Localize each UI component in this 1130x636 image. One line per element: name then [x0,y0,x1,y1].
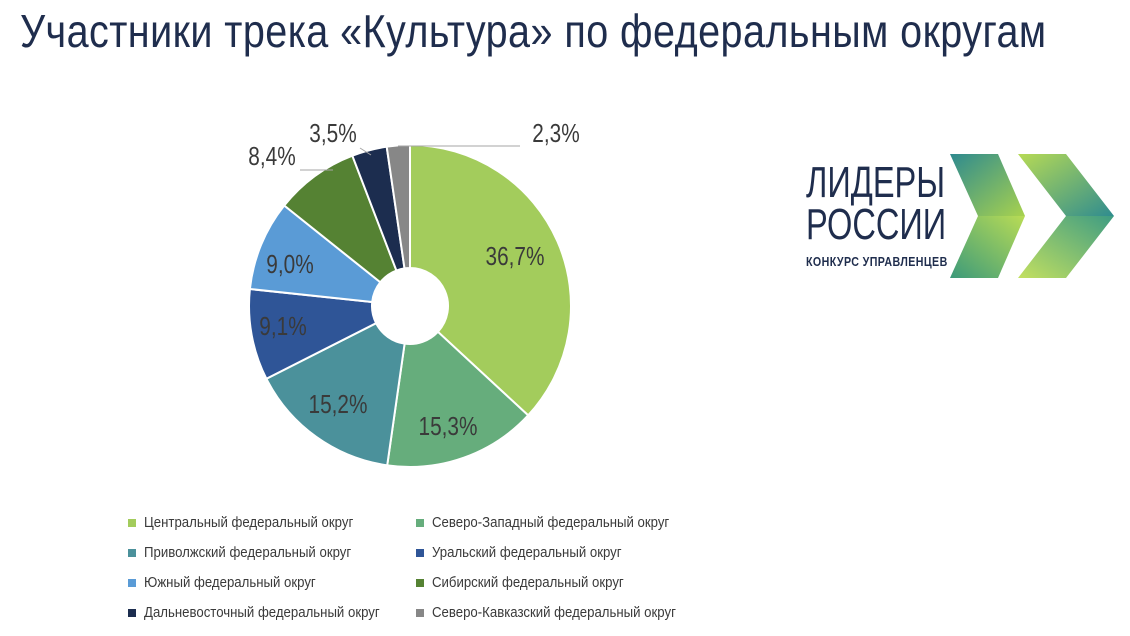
chart-legend: Центральный федеральный округ Северо-Запа… [128,512,716,623]
pie-slice [265,321,406,467]
legend-label: Северо-Кавказский федеральный округ [432,604,676,621]
chevron-logo-icon [950,154,1114,278]
legend-item: Северо-Западный федеральный округ [416,512,716,533]
legend-swatch [416,578,424,587]
lidery-rossii-logo: ЛИДЕРЫ РОССИИ КОНКУРС УПРАВЛЕНЦЕВ [800,150,1120,290]
legend-swatch [416,518,424,527]
legend-swatch [416,548,424,557]
legend-swatch [416,608,424,617]
legend-swatch [128,578,136,587]
slice-value-label: 3,5% [309,119,356,148]
slice-value-label: 2,3% [532,119,579,148]
legend-item: Уральский федеральный округ [416,542,716,563]
legend-swatch [128,518,136,527]
logo-tagline: КОНКУРС УПРАВЛЕНЦЕВ [806,254,948,269]
legend-label: Северо-Западный федеральный округ [432,514,670,531]
leader-line [359,147,372,156]
logo-line-1: ЛИДЕРЫ [806,158,946,207]
pie-slice [282,154,398,284]
slice-value-label: 15,2% [309,390,368,419]
slice-value-label: 9,0% [266,250,313,279]
logo-line-2: РОССИИ [806,200,947,249]
pie-slice [385,143,411,270]
legend-swatch [128,608,136,617]
page-title: Участники трека «Культура» по федеральны… [20,5,1047,57]
legend-label: Уральский федеральный округ [432,544,622,561]
legend-label: Приволжский федеральный округ [144,544,352,561]
legend-item: Северо-Кавказский федеральный округ [416,602,716,623]
legend-label: Дальневосточный федеральный округ [144,604,380,621]
legend-item: Центральный федеральный округ [128,512,416,533]
legend-label: Центральный федеральный округ [144,514,354,531]
legend-item: Южный федеральный округ [128,572,416,593]
slice-value-label: 9,1% [259,312,306,341]
pie-slice [409,143,572,417]
pie-slice [386,330,530,468]
legend-swatch [128,548,136,557]
legend-item: Приволжский федеральный округ [128,542,416,563]
slice-value-label: 36,7% [486,242,545,271]
legend-label: Южный федеральный округ [144,574,316,591]
legend-label: Сибирский федеральный округ [432,574,624,591]
slice-value-label: 8,4% [248,142,295,171]
legend-item: Сибирский федеральный округ [416,572,716,593]
slice-value-label: 15,3% [419,412,478,441]
legend-item: Дальневосточный федеральный округ [128,602,416,623]
